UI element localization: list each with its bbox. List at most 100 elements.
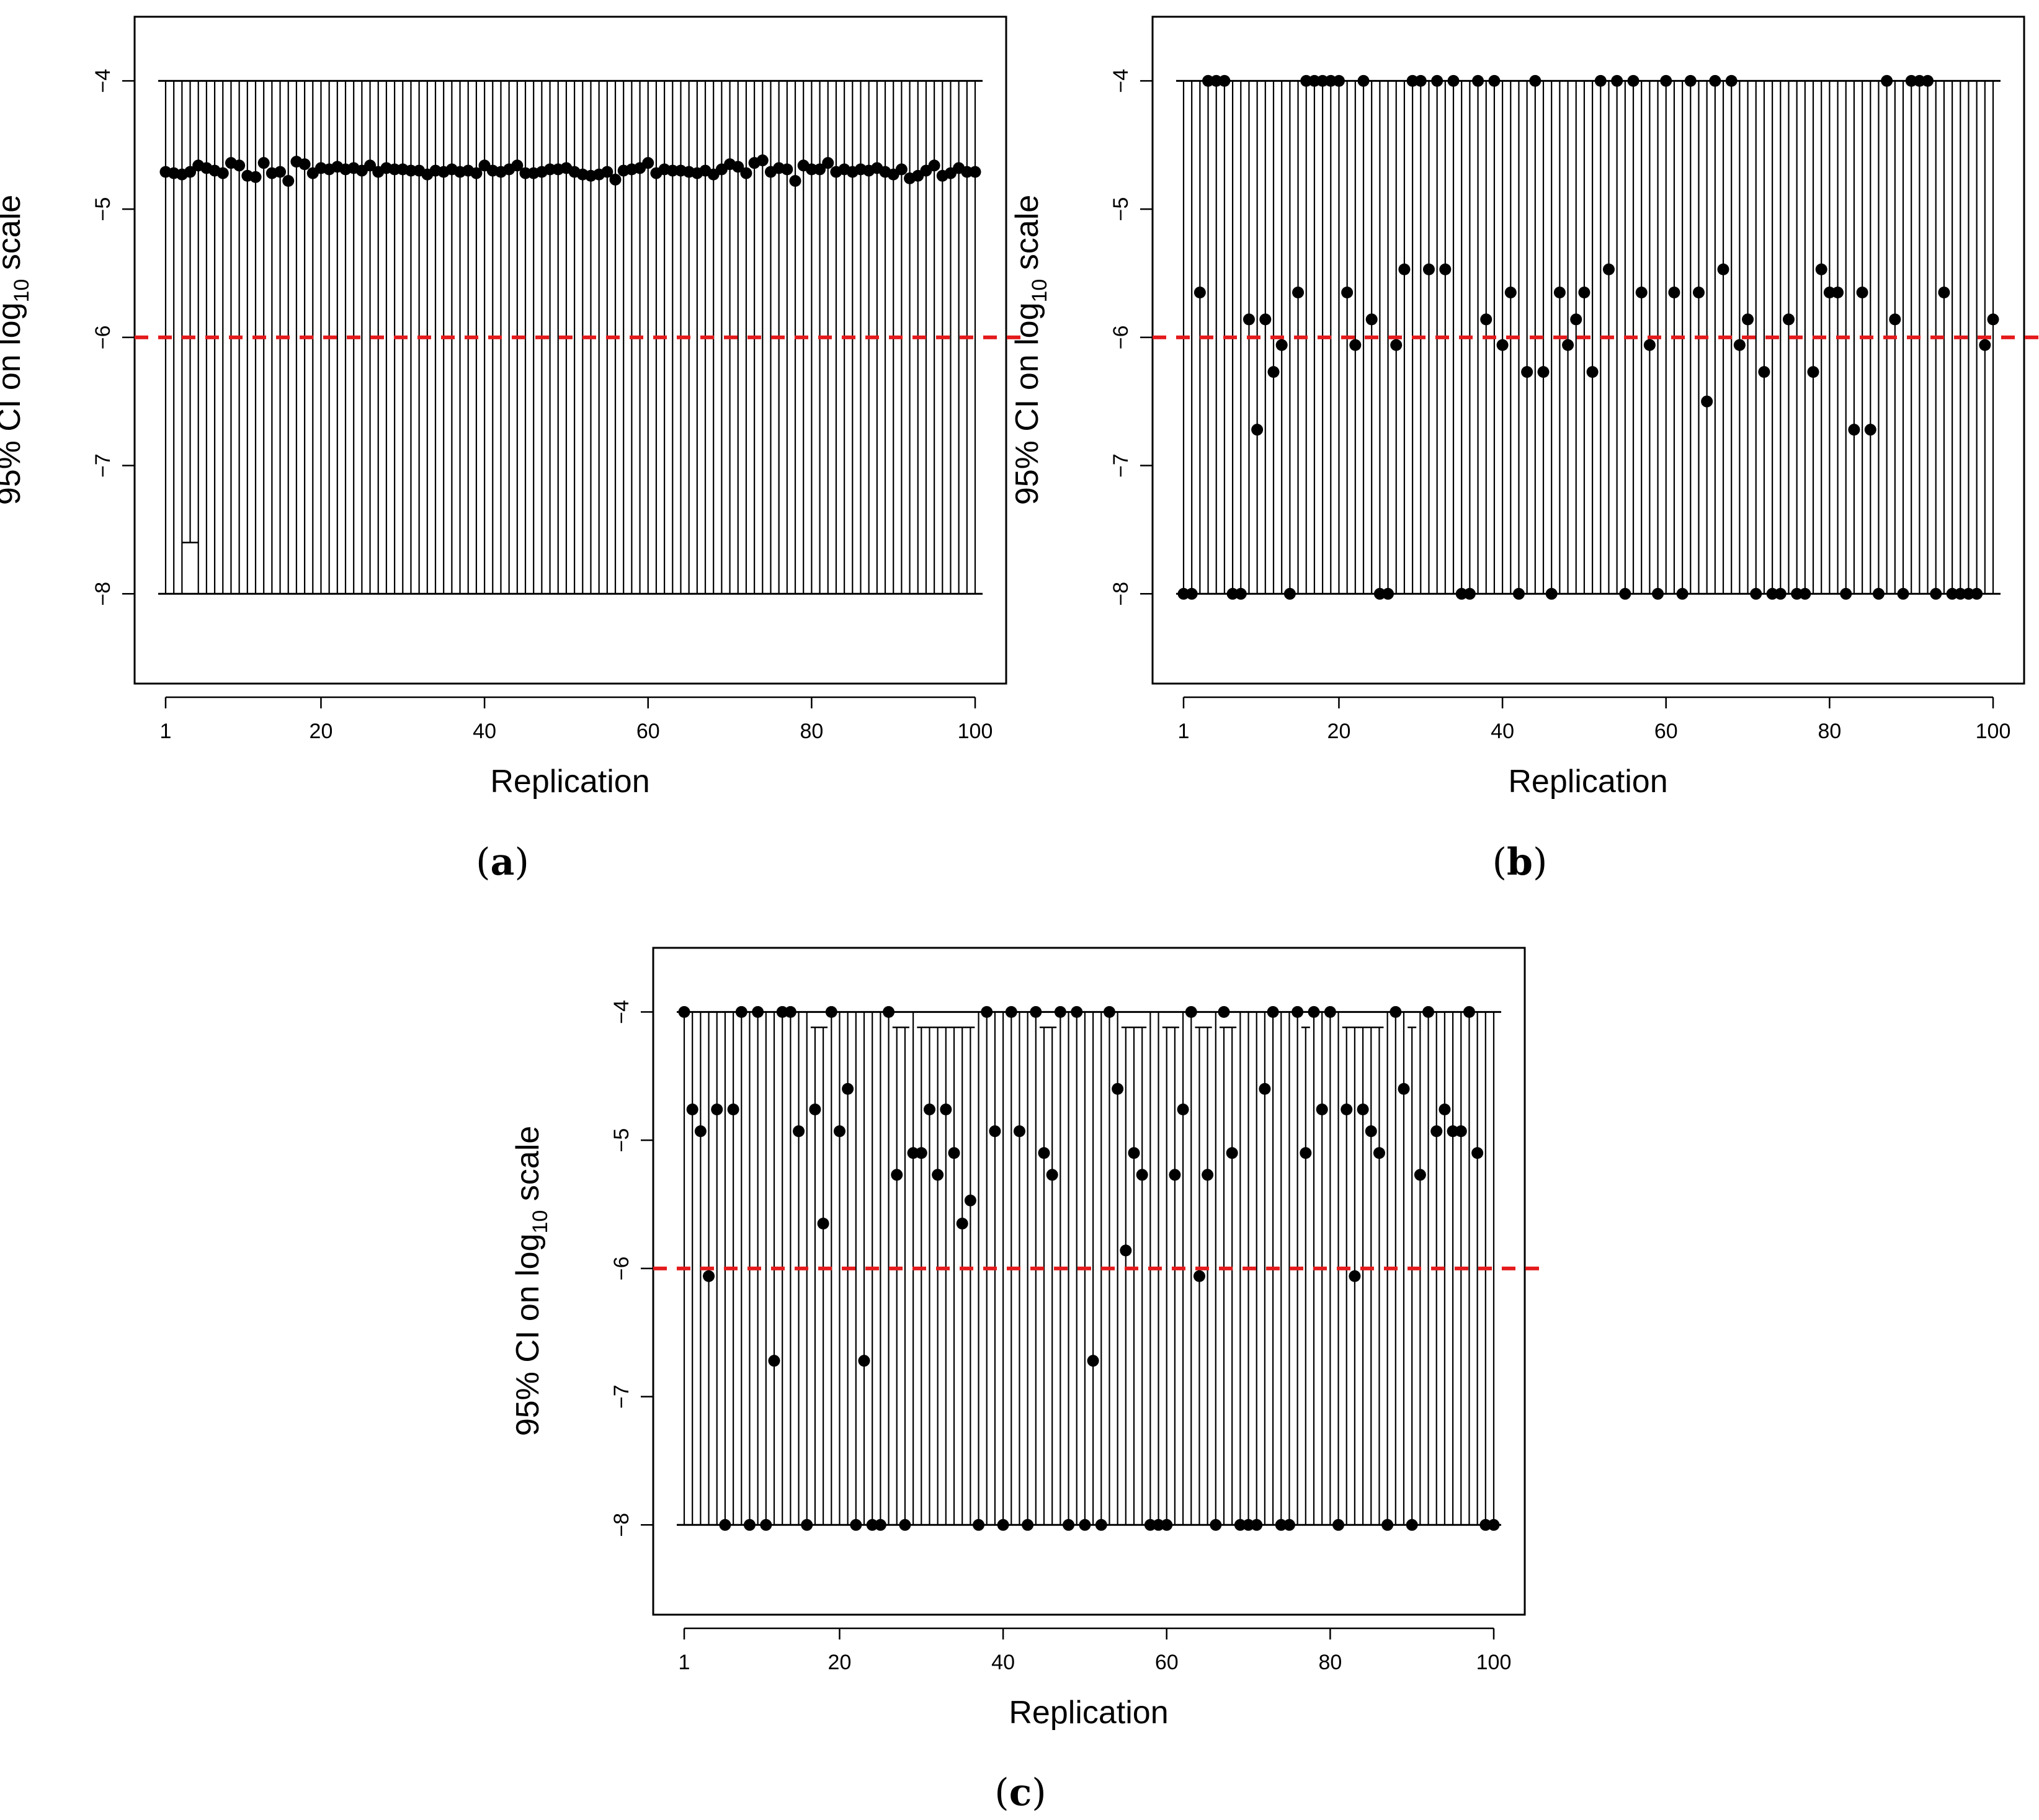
estimate-point bbox=[932, 1169, 944, 1181]
estimate-point bbox=[1283, 1519, 1295, 1531]
x-tick-label: 20 bbox=[310, 720, 333, 743]
x-tick-label: 80 bbox=[1318, 1651, 1342, 1674]
estimate-point bbox=[1144, 1519, 1156, 1531]
estimate-point bbox=[1889, 313, 1901, 326]
estimate-point bbox=[1529, 74, 1542, 87]
estimate-point bbox=[719, 1519, 731, 1531]
estimate-point bbox=[915, 1147, 927, 1159]
estimate-point bbox=[1488, 74, 1501, 87]
estimate-point bbox=[1463, 1006, 1475, 1018]
estimate-point bbox=[1676, 587, 1689, 600]
estimate-point bbox=[809, 1103, 821, 1115]
estimate-point bbox=[1447, 1125, 1459, 1138]
estimate-point bbox=[1275, 339, 1288, 351]
estimate-point bbox=[1046, 1169, 1058, 1181]
estimate-point bbox=[1251, 1519, 1263, 1531]
estimate-point bbox=[1300, 74, 1313, 87]
y-tick-label: −4 bbox=[610, 1000, 633, 1024]
estimate-point bbox=[233, 159, 246, 172]
estimate-point bbox=[1971, 587, 1983, 600]
estimate-point bbox=[1930, 587, 1942, 600]
estimate-points bbox=[159, 154, 981, 187]
estimate-point bbox=[1381, 1519, 1394, 1531]
estimate-point bbox=[1480, 313, 1492, 326]
estimate-point bbox=[1791, 587, 1803, 600]
estimate-point bbox=[364, 159, 377, 172]
estimate-point bbox=[1758, 366, 1770, 378]
estimate-point bbox=[1553, 286, 1566, 298]
x-tick-label: 20 bbox=[1327, 720, 1351, 743]
y-tick-label: −7 bbox=[610, 1385, 633, 1409]
estimate-point bbox=[1177, 587, 1190, 600]
estimate-point bbox=[1799, 587, 1811, 600]
estimate-point bbox=[1521, 366, 1533, 378]
estimate-point bbox=[1324, 74, 1337, 87]
x-tick-label: 40 bbox=[1491, 720, 1514, 743]
estimate-point bbox=[1881, 74, 1893, 87]
estimate-point bbox=[964, 1194, 976, 1207]
estimate-point bbox=[1537, 366, 1550, 378]
x-tick-label: 100 bbox=[1476, 1651, 1512, 1674]
estimate-point bbox=[1512, 587, 1525, 600]
estimate-points bbox=[1177, 74, 1999, 600]
estimate-point bbox=[711, 1103, 723, 1115]
estimate-point bbox=[1545, 587, 1558, 600]
estimate-points bbox=[678, 1006, 1500, 1531]
estimate-point bbox=[1856, 286, 1868, 298]
estimate-point bbox=[1750, 587, 1762, 600]
y-tick-label: −6 bbox=[91, 325, 115, 349]
estimate-point bbox=[1439, 1103, 1451, 1115]
estimate-point bbox=[1226, 1147, 1238, 1159]
estimate-point bbox=[1210, 1519, 1222, 1531]
estimate-point bbox=[1733, 339, 1746, 351]
y-axis: −8 −7 −6 −5 −4 bbox=[91, 69, 135, 606]
x-axis: 1 20 40 60 80 100 bbox=[160, 696, 993, 743]
estimate-point bbox=[1112, 1082, 1124, 1095]
estimate-point bbox=[756, 154, 769, 167]
x-tick-label: 60 bbox=[1654, 720, 1678, 743]
estimate-point bbox=[1373, 1147, 1385, 1159]
estimate-point bbox=[850, 1519, 862, 1531]
estimate-point bbox=[1275, 1519, 1287, 1531]
estimate-point bbox=[1627, 74, 1640, 87]
estimate-point bbox=[1938, 286, 1950, 298]
estimate-point bbox=[666, 164, 679, 177]
estimate-point bbox=[694, 1125, 707, 1138]
estimate-point bbox=[1684, 74, 1697, 87]
estimate-point bbox=[743, 1519, 756, 1531]
estimate-point bbox=[1602, 263, 1615, 275]
estimate-point bbox=[1979, 339, 1991, 351]
estimate-point bbox=[1611, 74, 1623, 87]
estimate-point bbox=[388, 163, 401, 176]
estimate-point bbox=[1038, 1147, 1050, 1159]
estimate-point bbox=[1709, 74, 1721, 87]
estimate-point bbox=[703, 1270, 715, 1282]
estimate-point bbox=[1095, 1519, 1107, 1531]
estimate-point bbox=[1725, 74, 1738, 87]
estimate-point bbox=[973, 1519, 985, 1531]
estimate-point bbox=[961, 166, 973, 178]
estimate-point bbox=[1922, 74, 1934, 87]
estimate-point bbox=[1439, 263, 1452, 275]
estimate-point bbox=[1496, 339, 1509, 351]
y-tick-label: −5 bbox=[610, 1128, 633, 1153]
estimate-point bbox=[1897, 587, 1909, 600]
estimate-point bbox=[784, 1006, 796, 1018]
estimate-point bbox=[1430, 1125, 1443, 1138]
y-axis-label: 95% CI on log10 scale bbox=[0, 195, 33, 505]
estimate-point bbox=[1832, 286, 1844, 298]
estimate-point bbox=[1946, 587, 1958, 600]
estimate-point bbox=[1504, 286, 1517, 298]
estimate-point bbox=[216, 167, 229, 179]
y-tick-label: −7 bbox=[1109, 453, 1133, 478]
estimate-point bbox=[1848, 424, 1860, 436]
estimate-point bbox=[1390, 1006, 1402, 1018]
estimate-point bbox=[1414, 74, 1427, 87]
estimate-point bbox=[1234, 587, 1247, 600]
estimate-point bbox=[1218, 74, 1231, 87]
estimate-point bbox=[858, 1355, 870, 1367]
estimate-point bbox=[956, 1217, 968, 1229]
estimate-point bbox=[404, 164, 417, 177]
estimate-point bbox=[298, 158, 311, 171]
